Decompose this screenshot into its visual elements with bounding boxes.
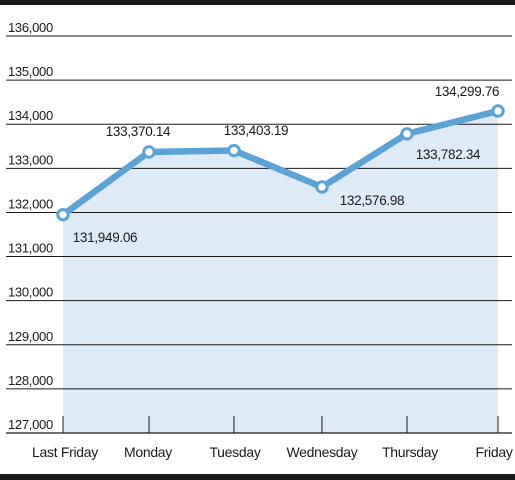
data-points [56, 104, 505, 222]
data-point [227, 143, 241, 158]
chart-bottom-bar [0, 474, 515, 480]
area-layer [63, 111, 498, 433]
series-area [63, 111, 498, 433]
x-tick-label: Last Friday [32, 444, 98, 460]
grid-layer [6, 35, 512, 390]
x-tick-label: Tuesday [209, 444, 260, 460]
y-tick-label: 133,000 [8, 152, 53, 167]
chart-top-bar [0, 0, 515, 5]
data-label: 133,782.34 [416, 147, 481, 162]
y-tick-label: 132,000 [8, 196, 53, 211]
data-point [142, 145, 156, 159]
y-tick-label: 131,000 [8, 241, 53, 256]
x-tick-label: Wednesday [287, 444, 358, 460]
data-label: 131,949.06 [73, 230, 138, 245]
y-tick-label: 135,000 [8, 64, 53, 79]
data-label: 133,403.19 [224, 123, 289, 138]
y-tick-label: 134,000 [8, 108, 53, 123]
data-label: 132,576.98 [340, 193, 405, 208]
data-point [315, 180, 329, 194]
data-label: 134,299.76 [435, 84, 500, 99]
y-tick-label: 129,000 [8, 329, 53, 344]
series-line [59, 107, 502, 218]
x-axis: Last Friday Monday Tuesday Wednesday Thursda… [6, 416, 513, 460]
x-tick-label: Thursday [382, 444, 438, 460]
y-tick-label: 128,000 [8, 373, 53, 388]
y-axis-labels: 127,000 128,000 129,000 130,000 131,000 132,0… [8, 20, 53, 432]
data-point [56, 207, 70, 222]
data-point [400, 127, 414, 141]
x-tick-label: Monday [124, 444, 172, 460]
data-labels: 131,949.06 133,370.14 133,403.19 132,576.98… [73, 84, 500, 245]
y-tick-label: 136,000 [8, 20, 53, 35]
series-line-layer [59, 107, 502, 218]
y-tick-label: 127,000 [8, 417, 53, 432]
data-point [491, 104, 505, 118]
x-tick-label: Friday [475, 444, 512, 460]
data-label: 133,370.14 [106, 124, 171, 139]
y-tick-label: 130,000 [8, 285, 53, 300]
